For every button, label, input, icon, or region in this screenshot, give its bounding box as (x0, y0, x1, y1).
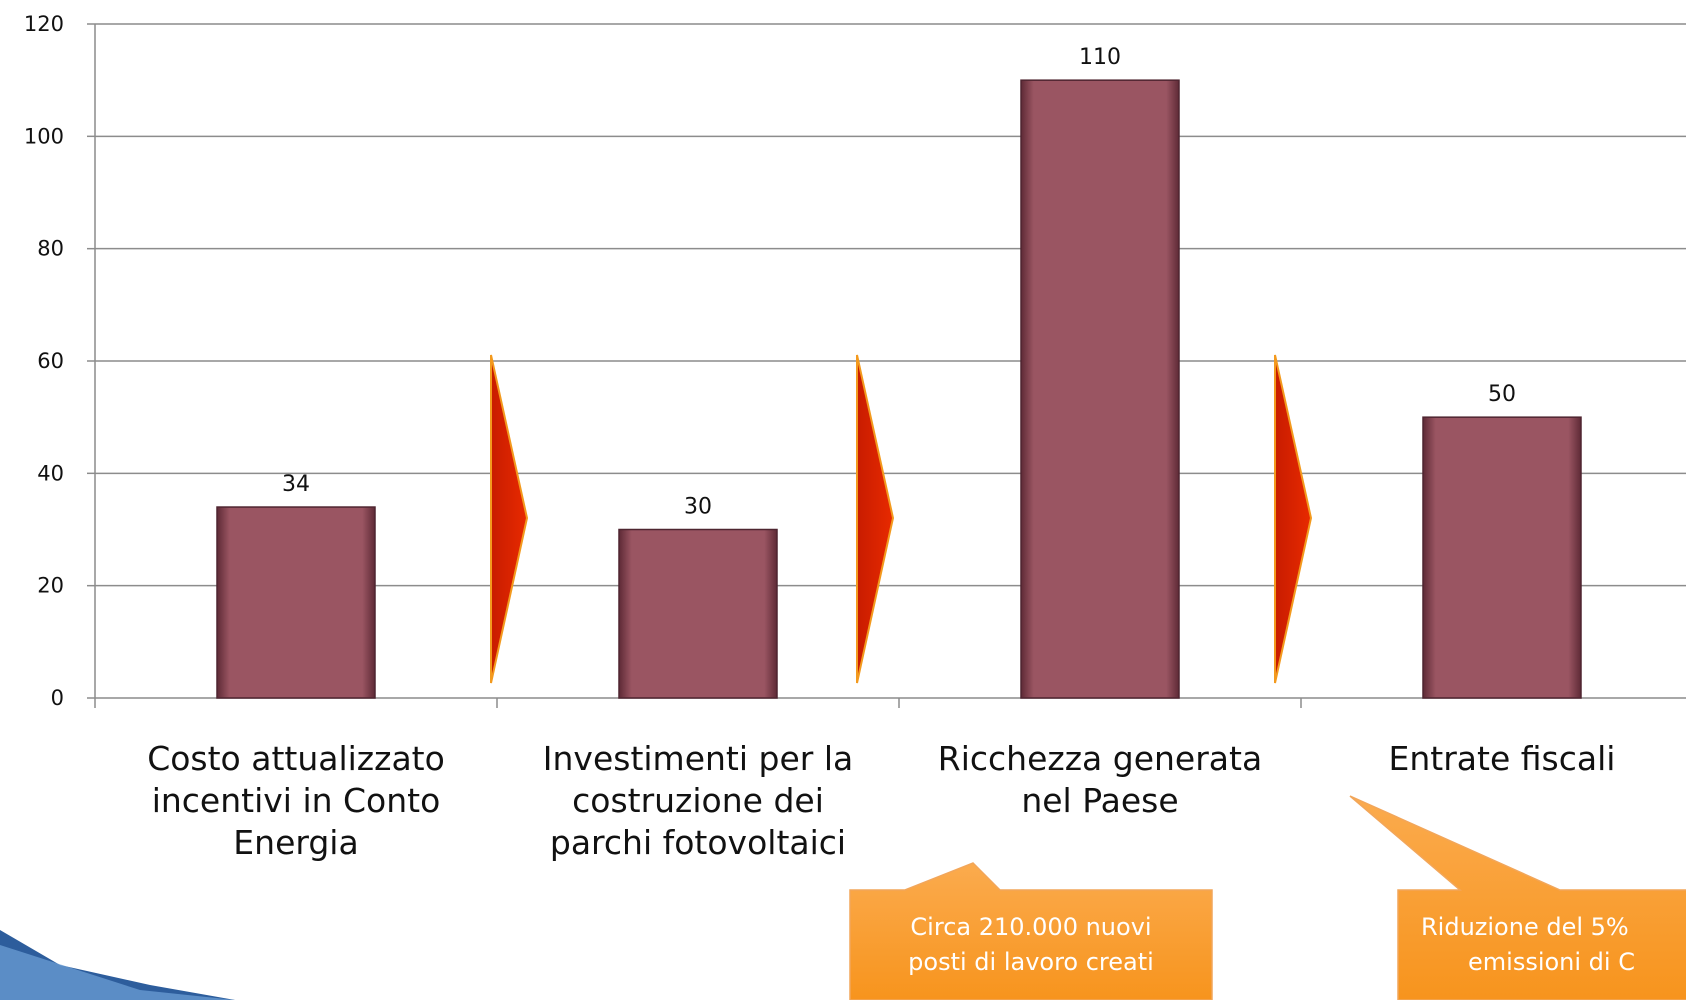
y-tick-label: 20 (37, 574, 64, 598)
y-tick-label: 40 (37, 461, 64, 485)
corner-swoosh (0, 945, 235, 1000)
arrow (490, 354, 529, 684)
callout (849, 862, 1213, 1000)
arrow (856, 354, 895, 684)
y-tick-label: 0 (51, 686, 64, 710)
y-tick-label: 120 (24, 12, 64, 36)
arrow (1274, 354, 1313, 684)
annotation: posti di lavoro creati (908, 948, 1154, 976)
bar (1422, 416, 1582, 699)
data-label: 50 (1488, 382, 1516, 407)
annotation: emissioni di C (1468, 948, 1635, 976)
bar (618, 528, 778, 699)
y-tick-label: 80 (37, 237, 64, 261)
data-label: 110 (1079, 45, 1121, 70)
x-tick-label: Entrate fiscali (1388, 739, 1616, 778)
y-tick-label: 100 (24, 124, 64, 148)
annotation: Riduzione del 5% (1421, 913, 1629, 941)
annotation: Circa 210.000 nuovi (910, 913, 1151, 941)
data-label: 34 (282, 472, 310, 497)
bar (216, 506, 376, 699)
x-tick-label: Investimenti per la costruzione dei parc… (542, 739, 854, 862)
bar (1020, 79, 1180, 699)
x-tick-label: Costo attualizzato incentivi in Conto En… (147, 739, 445, 862)
arrows (490, 354, 1313, 684)
y-tick-label: 60 (37, 349, 64, 373)
data-label: 30 (684, 495, 712, 520)
x-tick-label: Ricchezza generata nel Paese (937, 739, 1263, 820)
callout (1349, 795, 1686, 1000)
